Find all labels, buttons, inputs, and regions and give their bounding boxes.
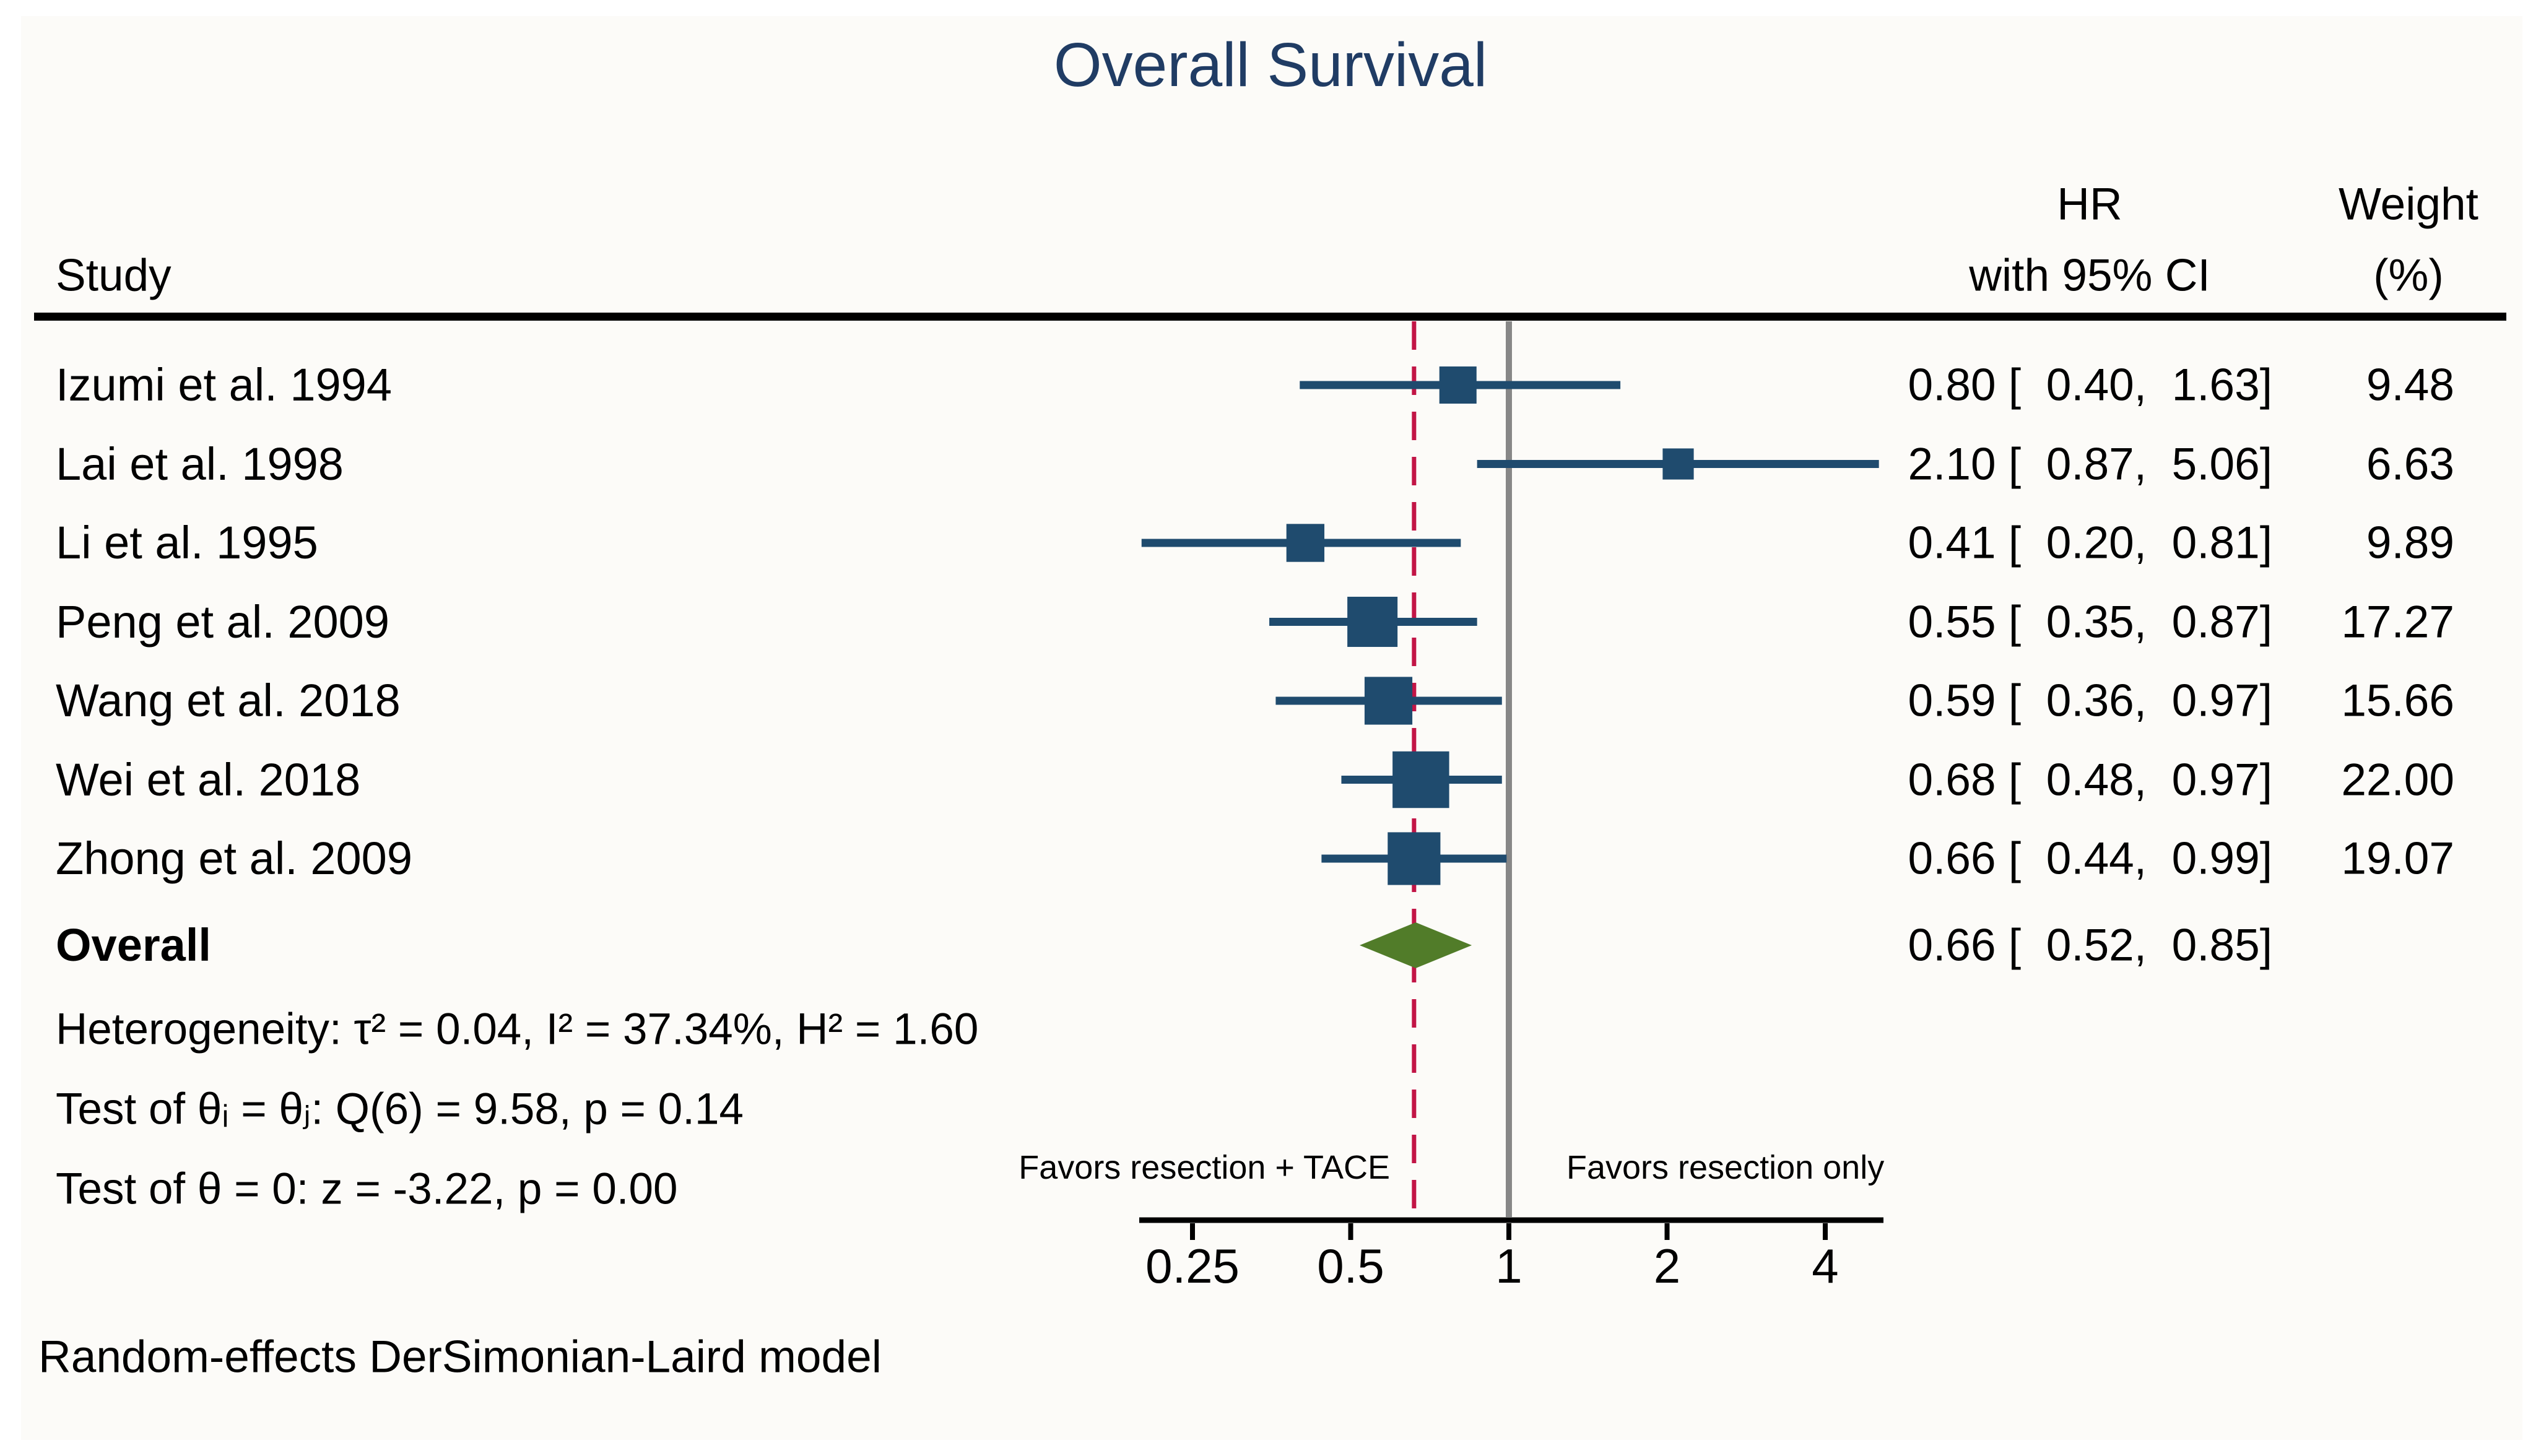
hr-ci-value: 0.59 [ 0.36, 0.97] xyxy=(1908,675,2273,726)
effect-square xyxy=(1439,366,1477,404)
chart-title: Overall Survival xyxy=(1053,30,1488,100)
header-rule xyxy=(34,313,2506,321)
x-axis-tick-label: 1 xyxy=(1495,1239,1522,1293)
study-label: Wei et al. 2018 xyxy=(56,753,361,805)
column-header-hr-ci: with 95% CI xyxy=(1969,250,2210,301)
effect-square xyxy=(1286,524,1325,562)
test-theta-zero-text: Test of θ = 0: z = -3.22, p = 0.00 xyxy=(56,1164,678,1214)
study-label: Wang et al. 2018 xyxy=(56,675,401,726)
hr-ci-value: 0.68 [ 0.48, 0.97] xyxy=(1908,755,2273,805)
favors-right-label: Favors resection only xyxy=(1566,1149,1885,1186)
effect-square xyxy=(1388,832,1441,885)
overall-label: Overall xyxy=(56,919,211,971)
graph-region xyxy=(21,16,2522,1440)
column-header-hr: HR xyxy=(2057,179,2122,230)
overall-diamond xyxy=(1359,922,1472,968)
study-label: Zhong et al. 2009 xyxy=(56,833,412,884)
model-note: Random-effects DerSimonian-Laird model xyxy=(38,1332,882,1382)
weight-value: 9.48 xyxy=(2366,360,2454,410)
weight-value: 15.66 xyxy=(2341,675,2454,726)
hr-ci-value: 0.41 [ 0.20, 0.81] xyxy=(1908,518,2273,568)
heterogeneity-text: Heterogeneity: τ² = 0.04, I² = 37.34%, H… xyxy=(56,1005,979,1054)
column-header-weight-pct: (%) xyxy=(2373,250,2444,301)
weight-value: 6.63 xyxy=(2366,439,2454,489)
x-axis-tick-label: 0.25 xyxy=(1145,1239,1240,1293)
study-label: Peng et al. 2009 xyxy=(56,596,389,648)
study-label: Lai et al. 1998 xyxy=(56,438,344,490)
weight-value: 9.89 xyxy=(2366,518,2454,568)
weight-value: 17.27 xyxy=(2341,597,2454,647)
column-header-weight: Weight xyxy=(2339,179,2478,230)
study-label: Izumi et al. 1994 xyxy=(56,359,392,410)
effect-square xyxy=(1662,448,1694,480)
x-axis-tick-label: 0.5 xyxy=(1317,1239,1384,1293)
column-header-study: Study xyxy=(56,250,172,301)
x-axis-tick-label: 2 xyxy=(1654,1239,1680,1293)
hr-ci-value: 0.66 [ 0.44, 0.99] xyxy=(1908,833,2273,884)
effect-square xyxy=(1392,751,1449,808)
test-theta-equality-text: Test of θᵢ = θⱼ: Q(6) = 9.58, p = 0.14 xyxy=(56,1085,744,1134)
weight-value: 19.07 xyxy=(2341,833,2454,884)
effect-square xyxy=(1364,677,1413,725)
hr-ci-value: 2.10 [ 0.87, 5.06] xyxy=(1908,439,2273,489)
weight-value: 22.00 xyxy=(2341,755,2454,805)
x-axis-tick-label: 4 xyxy=(1812,1239,1838,1293)
hr-ci-value: 0.80 [ 0.40, 1.63] xyxy=(1908,360,2273,410)
effect-square xyxy=(1347,596,1398,648)
overall-hr-ci-value: 0.66 [ 0.52, 0.85] xyxy=(1908,920,2273,971)
favors-left-label: Favors resection + TACE xyxy=(1019,1149,1390,1186)
study-label: Li et al. 1995 xyxy=(56,517,318,568)
hr-ci-value: 0.55 [ 0.35, 0.87] xyxy=(1908,597,2273,647)
